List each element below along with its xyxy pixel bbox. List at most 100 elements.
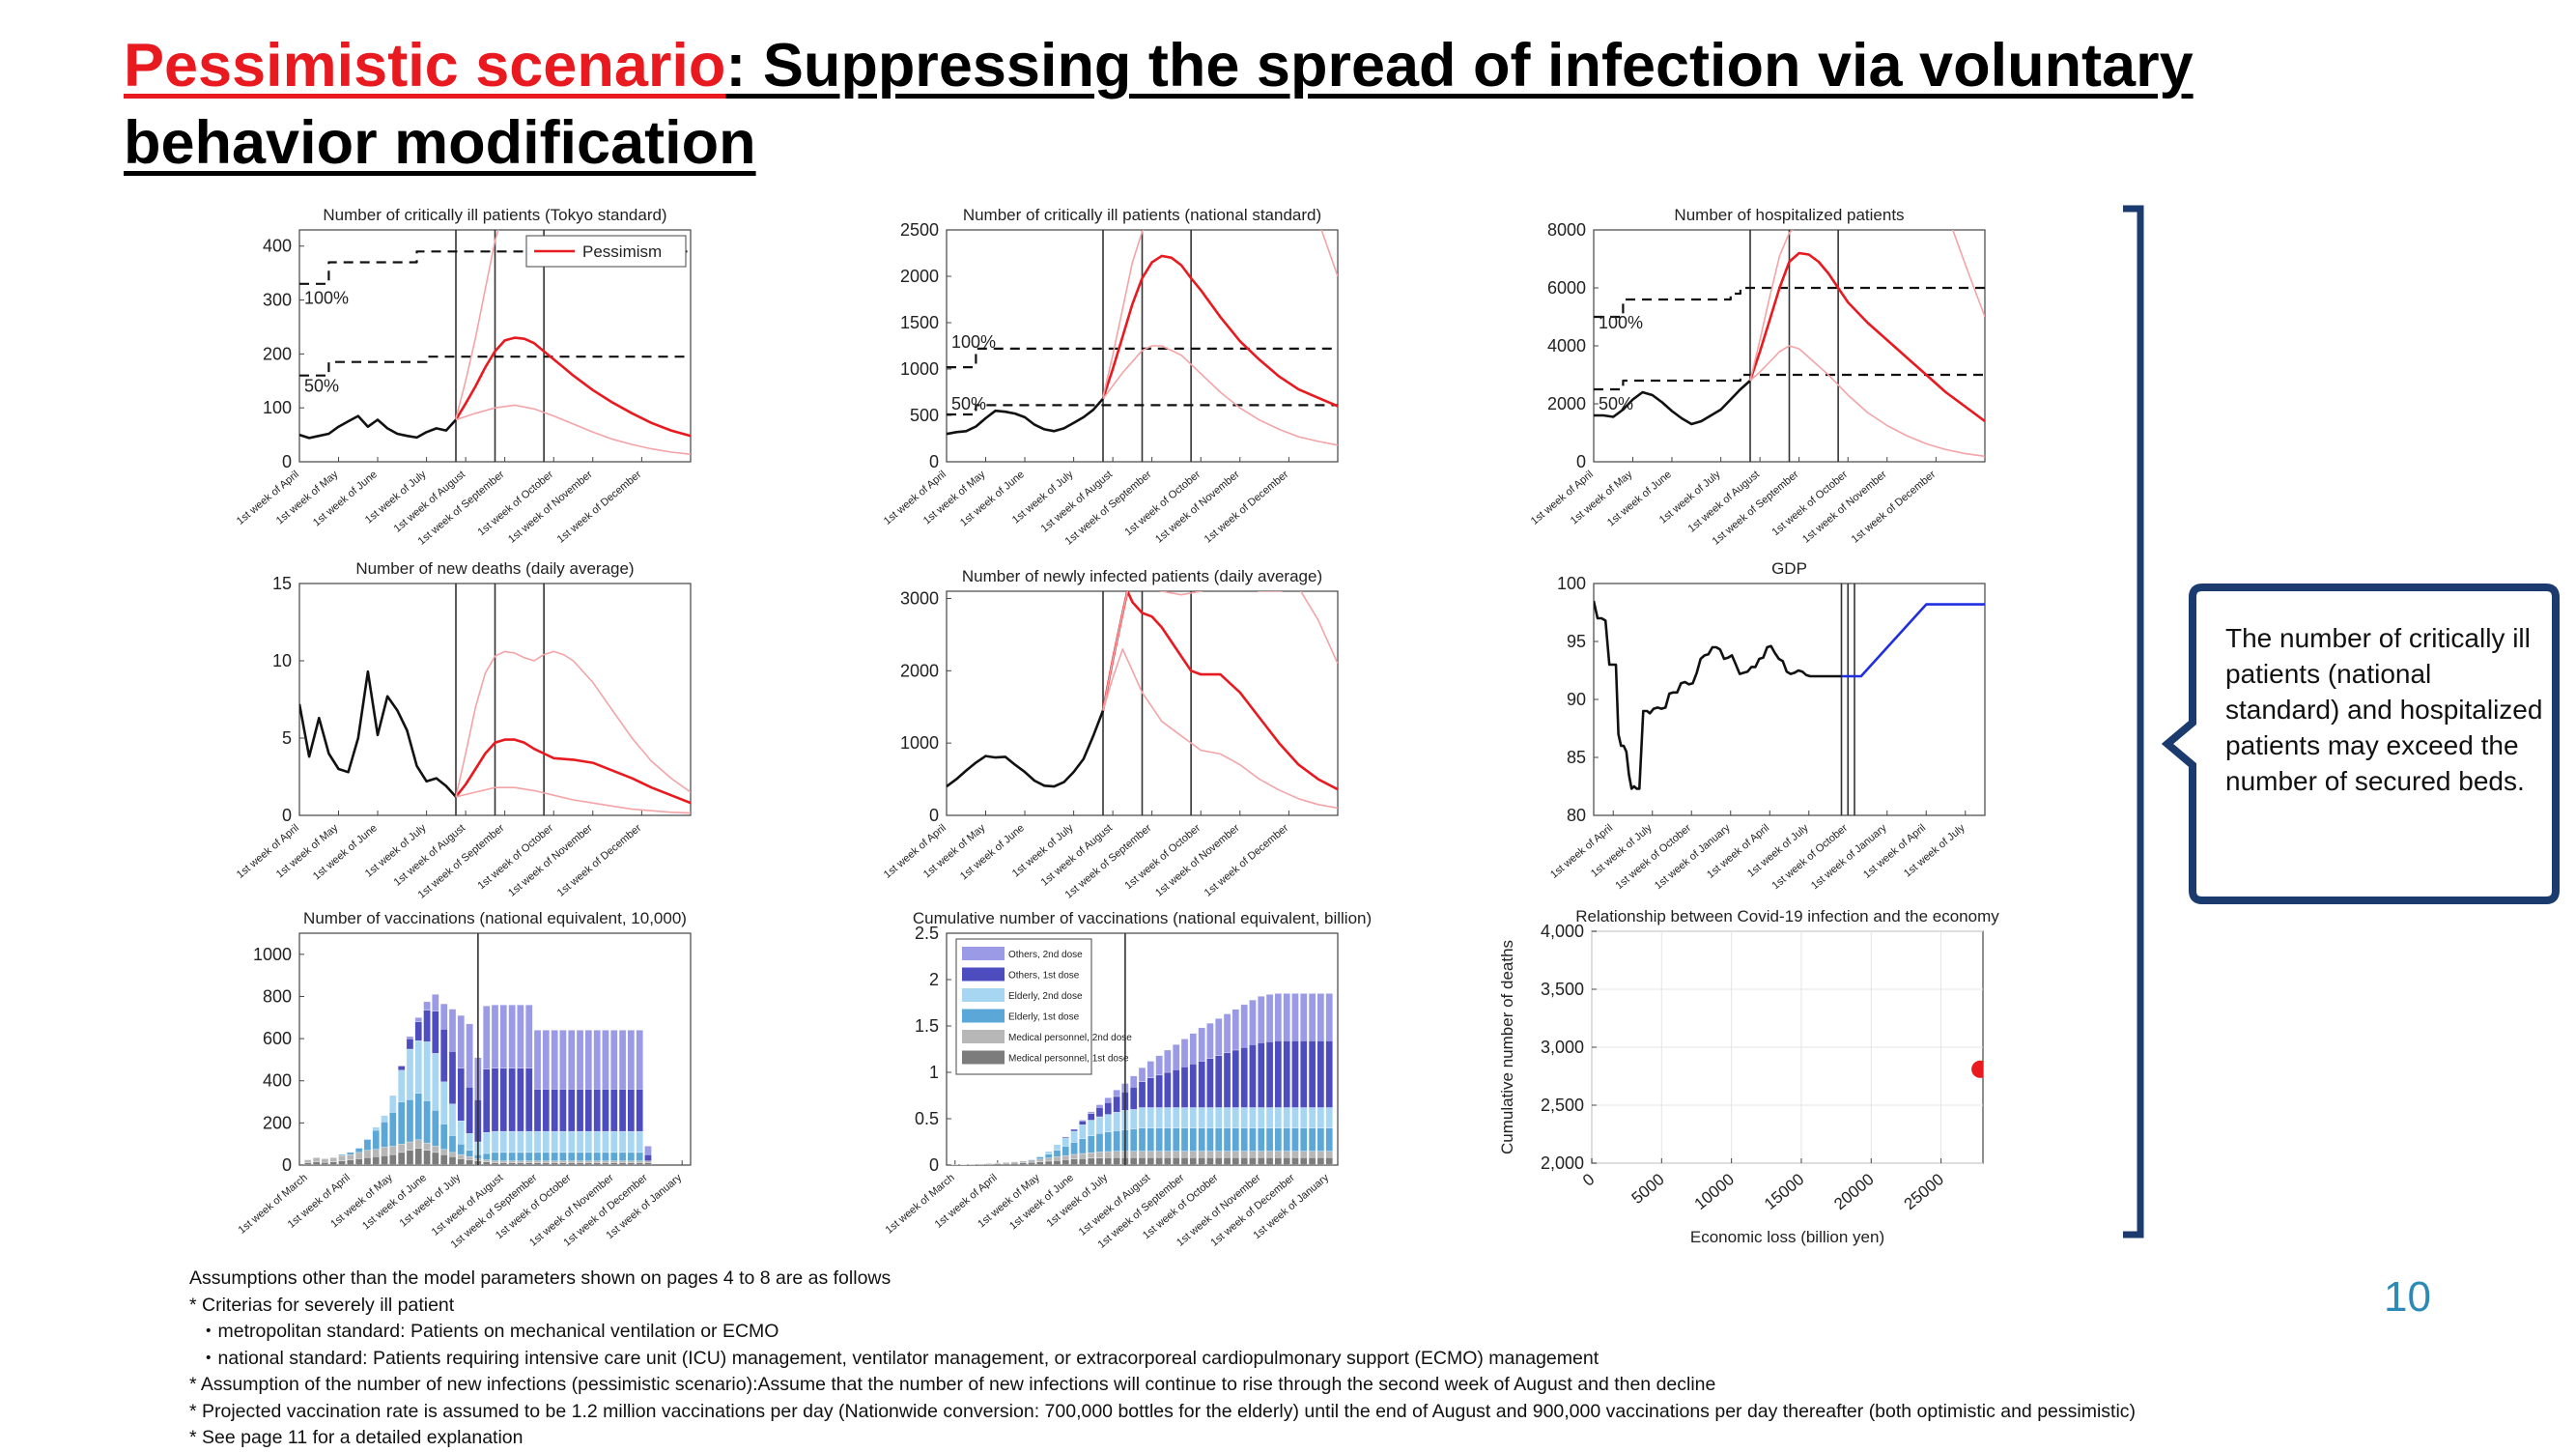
bar-segment xyxy=(517,1131,524,1153)
bar-segment xyxy=(407,1037,413,1039)
callout-text: The number of critically ill patients (n… xyxy=(2225,620,2544,799)
legend-swatch xyxy=(962,1010,1005,1023)
bar-segment xyxy=(644,1161,651,1163)
y-tick-label: 2000 xyxy=(1547,394,1586,413)
bar-segment xyxy=(1266,1152,1273,1158)
bar-segment xyxy=(1258,1152,1264,1158)
bar-segment xyxy=(1045,1161,1052,1165)
bar-segment xyxy=(440,1124,447,1149)
bar-segment xyxy=(1300,1107,1307,1127)
x-tick-label: 1st week of August xyxy=(392,469,467,535)
note-line: ・national standard: Patients requiring i… xyxy=(189,1346,2411,1373)
bar-segment xyxy=(449,1156,456,1165)
bar-segment xyxy=(1291,1157,1298,1165)
bar-segment xyxy=(559,1163,566,1165)
bar-segment xyxy=(1326,1128,1333,1152)
bar-segment xyxy=(330,1162,337,1165)
bar-segment xyxy=(1096,1117,1103,1133)
bar-segment xyxy=(415,1094,422,1140)
y-tick-label: 2500 xyxy=(900,220,939,240)
bar-segment xyxy=(1079,1153,1086,1158)
bar-segment xyxy=(1114,1130,1120,1151)
bar-segment xyxy=(1300,993,1307,1040)
bar-segment xyxy=(568,1131,575,1153)
bar-segment xyxy=(382,1147,388,1155)
bar-segment xyxy=(339,1161,346,1165)
bar-segment xyxy=(994,1164,1001,1165)
bar-segment xyxy=(543,1030,550,1089)
y-tick-label: 4,000 xyxy=(1541,922,1584,941)
bar-segment xyxy=(1139,1107,1146,1127)
bar-segment xyxy=(1275,1040,1282,1107)
bar-segment xyxy=(602,1089,609,1131)
bar-segment xyxy=(500,1153,507,1161)
legend-label: Medical personnel, 1st dose xyxy=(1008,1054,1129,1065)
y-tick-label: 1000 xyxy=(253,945,292,964)
bar-segment xyxy=(1190,1064,1197,1107)
bar-segment xyxy=(424,1143,431,1151)
bar-segment xyxy=(1088,1121,1094,1136)
y-tick-label: 200 xyxy=(263,1113,292,1132)
y-tick-label: 5 xyxy=(282,728,292,748)
bar-segment xyxy=(577,1153,583,1161)
y-tick-label: 15 xyxy=(272,574,292,593)
bar-segment xyxy=(1291,1107,1298,1127)
note-line: * Criterias for severely ill patient xyxy=(189,1293,2411,1320)
legend-swatch xyxy=(962,1051,1005,1065)
bar-segment xyxy=(440,1154,447,1165)
bar-segment xyxy=(1266,1041,1273,1107)
bar-segment xyxy=(543,1131,550,1153)
bar-segment xyxy=(1232,1107,1239,1127)
bar-segment xyxy=(1130,1157,1137,1165)
bar-segment xyxy=(534,1161,541,1163)
bar-segment xyxy=(1206,1023,1213,1058)
bar-segment xyxy=(1147,1078,1154,1108)
legend-swatch xyxy=(962,968,1005,982)
bar-segment xyxy=(637,1131,643,1153)
bar-segment xyxy=(1249,1000,1256,1044)
bar-segment xyxy=(1232,1152,1239,1158)
y-tick-label: 300 xyxy=(263,291,292,310)
bar-segment xyxy=(1190,1034,1197,1065)
bar-segment xyxy=(628,1030,635,1089)
bar-segment xyxy=(449,1010,456,1052)
bar-segment xyxy=(1062,1159,1069,1165)
threshold-annotation: 100% xyxy=(951,332,996,352)
chart-covid-economy: Relationship between Covid-19 infection … xyxy=(1487,898,2106,1256)
bar-segment xyxy=(1054,1145,1061,1151)
bar-segment xyxy=(619,1163,626,1165)
y-tick-label: 0.5 xyxy=(915,1109,939,1128)
bar-segment xyxy=(602,1163,609,1165)
bar-segment xyxy=(1029,1160,1035,1162)
bar-segment xyxy=(534,1131,541,1153)
bar-segment xyxy=(415,1040,422,1094)
bar-segment xyxy=(347,1153,354,1154)
legend-label: Others, 2nd dose xyxy=(1008,950,1083,960)
chart-title: Number of newly infected patients (daily… xyxy=(962,567,1322,585)
plot-frame xyxy=(1594,584,1985,815)
bar-segment xyxy=(389,1112,396,1146)
bar-segment xyxy=(559,1089,566,1131)
bar-segment xyxy=(1258,996,1264,1042)
bar-segment xyxy=(322,1158,328,1162)
chart-title: Relationship between Covid-19 infection … xyxy=(1575,907,1999,925)
bar-segment xyxy=(637,1153,643,1161)
bar-segment xyxy=(1130,1109,1137,1128)
bar-segment xyxy=(458,1144,465,1154)
y-tick-label: 100 xyxy=(1557,574,1586,593)
bar-segment xyxy=(449,1135,456,1152)
x-tick-label: 15000 xyxy=(1761,1170,1807,1213)
bar-segment xyxy=(432,1146,439,1153)
bar-segment xyxy=(552,1131,558,1153)
bar-segment xyxy=(432,1011,439,1054)
bar-segment xyxy=(364,1139,371,1140)
bar-segment xyxy=(313,1162,320,1165)
threshold-annotation: 100% xyxy=(1599,313,1643,332)
bar-segment xyxy=(347,1154,354,1159)
bar-segment xyxy=(458,1015,465,1068)
bar-segment xyxy=(1062,1147,1069,1156)
y-tick-label: 0 xyxy=(929,806,939,825)
bar-segment xyxy=(1309,1128,1316,1152)
x-tick-label: 1st week of August xyxy=(1686,469,1762,535)
bar-segment xyxy=(1020,1163,1027,1165)
